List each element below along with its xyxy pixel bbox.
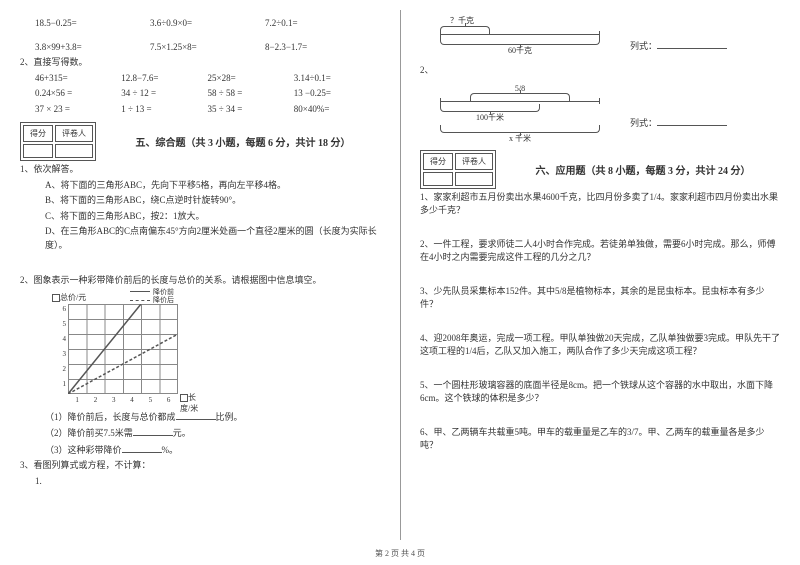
calc-cell: 25×28= — [208, 72, 294, 86]
score-box: 得分评卷人 — [420, 150, 496, 189]
app-q: 6、甲、乙两辆车共载重5吨。甲车的载重量是乙车的3/7。甲、乙两车的载重量各是多… — [420, 426, 780, 453]
calc-cell: 46+315= — [35, 72, 121, 86]
app-q: 2、一件工程，要求师徒二人4小时合作完成。若徒弟单独做，需要6小时完成。那么，师… — [420, 238, 780, 265]
legend-before: 降价前 — [130, 288, 174, 296]
app-q: 1、家家利超市五月份卖出水果4600千克，比四月份多卖了1/4。家家利超市四月份… — [420, 191, 780, 218]
q3-1: 1. — [20, 475, 380, 489]
score-label: 得分 — [23, 125, 53, 142]
section6-title: 六、应用题（共 8 小题，每题 3 分，共计 24 分） — [506, 162, 780, 177]
chart-yaxis: 654 321 — [58, 302, 66, 392]
right-column: ？千克 60千克 列式： 2、 5/8 100千米 — [400, 0, 800, 565]
section6-header: 得分评卷人 六、应用题（共 8 小题，每题 3 分，共计 24 分） — [420, 150, 780, 189]
d1-label: 列式： — [630, 39, 727, 52]
chart-grid — [68, 304, 178, 394]
calc-cell: 7.2÷0.1= — [265, 17, 380, 31]
calc-cell: 13 −0.25= — [294, 87, 380, 101]
calc-block-1: 18.5−0.25= 3.6÷0.9×0= 7.2÷0.1= 3.8×99+3.… — [20, 17, 380, 54]
app-q: 3、少先队员采集标本152件。其中5/8是植物标本，其余的是昆虫标本。昆虫标本有… — [420, 285, 780, 312]
calc-cell: 3.14÷0.1= — [294, 72, 380, 86]
calc-row: 3.8×99+3.8= 7.5×1.25×8= 8−2.3−1.7= — [35, 41, 380, 55]
calc-cell: 8−2.3−1.7= — [265, 41, 380, 55]
calc-cell: 12.8−7.6= — [121, 72, 207, 86]
q1: 1、依次解答。 — [20, 163, 380, 177]
calc-block-2: 46+315= 12.8−7.6= 25×28= 3.14÷0.1= 0.24×… — [20, 72, 380, 117]
q2-num: 2、 — [420, 64, 780, 78]
calc-cell: 37 × 23 = — [35, 103, 121, 117]
calc-row: 0.24×56 = 34 ÷ 12 = 58 ÷ 58 = 13 −0.25= — [35, 87, 380, 101]
app-q: 4、迎2008年奥运，完成一项工程。甲队单独做20天完成，乙队单独做要3完成。甲… — [420, 332, 780, 359]
diagram-2: 5/8 100千米 x 千米 列式： — [440, 84, 780, 144]
q2-title: 2、直接写得数。 — [20, 56, 380, 70]
score-label: 评卷人 — [55, 125, 93, 142]
calc-row: 46+315= 12.8−7.6= 25×28= 3.14÷0.1= — [35, 72, 380, 86]
d1-question: ？千克 — [450, 15, 780, 26]
chart-xaxis: 123 456 — [68, 396, 178, 404]
chart-lines — [68, 304, 178, 394]
calc-cell: 7.5×1.25×8= — [150, 41, 265, 55]
d2-label: 列式： — [630, 116, 727, 129]
chart-legend: 降价前 降价后 — [130, 288, 174, 305]
q1b: B、将下面的三角形ABC，绕C点逆时针旋转90°。 — [20, 194, 380, 208]
score-box: 得分评卷人 — [20, 122, 96, 161]
price-chart: 总价/元 降价前 降价后 654 321 123 456 长度/米 — [50, 296, 200, 406]
q2-sub3: （3）这种彩带降价%。 — [20, 443, 380, 458]
calc-row: 37 × 23 = 1 ÷ 13 = 35 ÷ 34 = 80×40%= — [35, 103, 380, 117]
q2-sub1: （1）降价前后，长度与总价都成比例。 — [20, 410, 380, 425]
q1a: A、将下面的三角形ABC，先向下平移5格，再向左平移4格。 — [20, 179, 380, 193]
diagram-1: ？千克 60千克 列式： — [440, 15, 780, 56]
calc-cell: 34 ÷ 12 = — [121, 87, 207, 101]
score-label: 得分 — [423, 153, 453, 170]
calc-cell: 0.24×56 = — [35, 87, 121, 101]
chart-xlabel: 长度/米 — [180, 392, 200, 414]
page-footer: 第 2 页 共 4 页 — [0, 548, 800, 559]
calc-cell: 18.5−0.25= — [35, 17, 150, 31]
q2: 2、图象表示一种彩带降价前后的长度与总价的关系。请根据图中信息填空。 — [20, 274, 380, 288]
section5-header: 得分评卷人 五、综合题（共 3 小题，每题 6 分，共计 18 分） — [20, 122, 380, 161]
score-label: 评卷人 — [455, 153, 493, 170]
dash-line — [68, 334, 178, 394]
calc-cell: 80×40%= — [294, 103, 380, 117]
section5-title: 五、综合题（共 3 小题，每题 6 分，共计 18 分） — [106, 134, 380, 149]
calc-cell: 58 ÷ 58 = — [208, 87, 294, 101]
calc-cell: 35 ÷ 34 = — [208, 103, 294, 117]
calc-cell: 3.6÷0.9×0= — [150, 17, 265, 31]
left-column: 18.5−0.25= 3.6÷0.9×0= 7.2÷0.1= 3.8×99+3.… — [0, 0, 400, 565]
q1d: D、在三角形ABC的C点南偏东45°方向2厘米处画一个直径2厘米的圆（长度为实际… — [20, 225, 380, 252]
q1c: C、将下面的三角形ABC，按2：1放大。 — [20, 210, 380, 224]
calc-row: 18.5−0.25= 3.6÷0.9×0= 7.2÷0.1= — [35, 17, 380, 31]
calc-cell: 3.8×99+3.8= — [35, 41, 150, 55]
calc-cell: 1 ÷ 13 = — [121, 103, 207, 117]
solid-line — [68, 304, 141, 394]
app-q: 5、一个圆柱形玻璃容器的底面半径是8cm。把一个铁球从这个容器的水中取出，水面下… — [420, 379, 780, 406]
q3: 3、看图列算式或方程，不计算： — [20, 459, 380, 473]
q2-sub2: （2）降价前买7.5米需元。 — [20, 426, 380, 441]
